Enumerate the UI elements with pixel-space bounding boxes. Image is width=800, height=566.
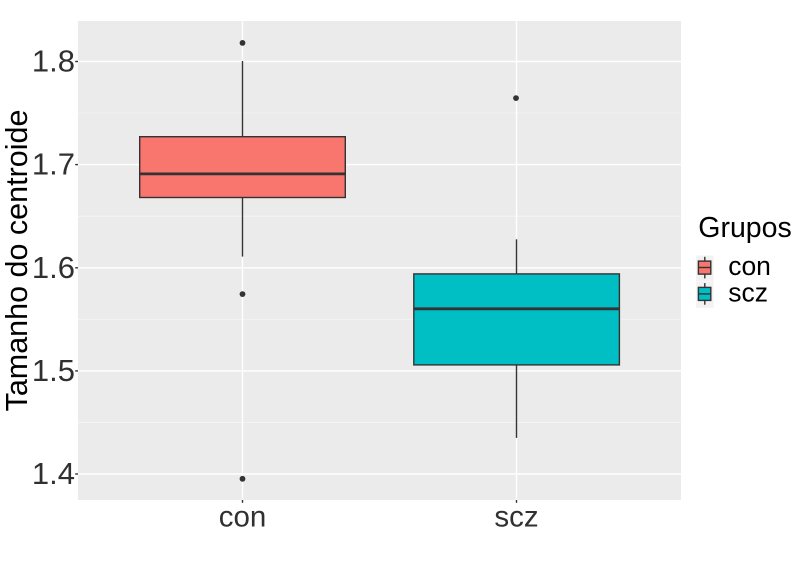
svg-text:scz: scz [728,277,768,307]
svg-text:Tamanho do centroide: Tamanho do centroide [0,110,34,412]
svg-text:scz: scz [494,501,538,534]
svg-text:1.5: 1.5 [32,353,75,388]
svg-text:con: con [219,501,267,534]
svg-text:1.4: 1.4 [32,456,75,491]
svg-text:1.7: 1.7 [32,147,75,182]
svg-text:1.8: 1.8 [32,44,75,79]
svg-text:1.6: 1.6 [32,250,75,285]
svg-text:con: con [728,251,771,281]
svg-text:Grupos: Grupos [698,212,791,244]
